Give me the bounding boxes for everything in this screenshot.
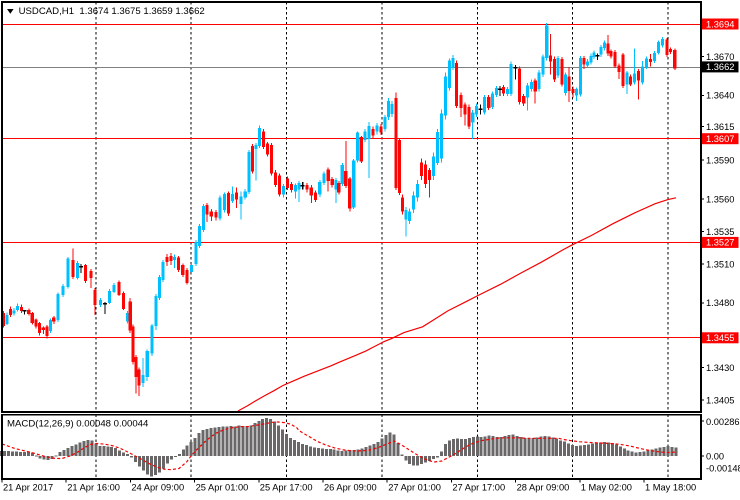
svg-text:MACD(12,26,9) 0.00048 0.00044: MACD(12,26,9) 0.00048 0.00044 bbox=[7, 418, 149, 429]
svg-text:1.3405: 1.3405 bbox=[706, 395, 734, 405]
svg-text:1.3560: 1.3560 bbox=[706, 194, 734, 204]
svg-text:21 Apr 16:00: 21 Apr 16:00 bbox=[67, 483, 120, 493]
svg-text:USDCAD,H1 1.3674 1.3675 1.365: USDCAD,H1 1.3674 1.3675 1.3659 1.3662 bbox=[19, 6, 205, 17]
svg-text:1.3510: 1.3510 bbox=[706, 259, 734, 269]
svg-text:1.3640: 1.3640 bbox=[706, 91, 734, 101]
svg-text:1.3527: 1.3527 bbox=[706, 238, 734, 248]
svg-text:27 Apr 17:00: 27 Apr 17:00 bbox=[452, 483, 505, 493]
svg-text:0.00: 0.00 bbox=[706, 452, 724, 462]
svg-text:1.3590: 1.3590 bbox=[706, 156, 734, 166]
svg-text:28 Apr 09:00: 28 Apr 09:00 bbox=[517, 483, 570, 493]
svg-text:24 Apr 09:00: 24 Apr 09:00 bbox=[131, 483, 184, 493]
svg-text:25 Apr 17:00: 25 Apr 17:00 bbox=[260, 483, 313, 493]
svg-text:1.3662: 1.3662 bbox=[706, 62, 734, 72]
svg-text:1.3480: 1.3480 bbox=[706, 298, 734, 308]
svg-text:1.3430: 1.3430 bbox=[706, 363, 734, 373]
svg-text:0.00286: 0.00286 bbox=[706, 417, 740, 427]
svg-text:1.3670: 1.3670 bbox=[706, 52, 734, 62]
svg-text:1 May 02:00: 1 May 02:00 bbox=[581, 483, 632, 493]
svg-text:1 May 18:00: 1 May 18:00 bbox=[645, 483, 696, 493]
svg-text:1.3455: 1.3455 bbox=[706, 333, 734, 343]
svg-text:1.3615: 1.3615 bbox=[706, 122, 734, 132]
svg-text:1.3694: 1.3694 bbox=[706, 19, 734, 29]
svg-text:25 Apr 01:00: 25 Apr 01:00 bbox=[196, 483, 249, 493]
svg-text:-0.00148: -0.00148 bbox=[706, 464, 740, 474]
svg-text:21 Apr 2017: 21 Apr 2017 bbox=[3, 483, 53, 493]
svg-text:27 Apr 01:00: 27 Apr 01:00 bbox=[388, 483, 441, 493]
svg-text:1.3607: 1.3607 bbox=[706, 134, 734, 144]
svg-text:26 Apr 09:00: 26 Apr 09:00 bbox=[324, 483, 377, 493]
svg-text:1.3535: 1.3535 bbox=[706, 227, 734, 237]
